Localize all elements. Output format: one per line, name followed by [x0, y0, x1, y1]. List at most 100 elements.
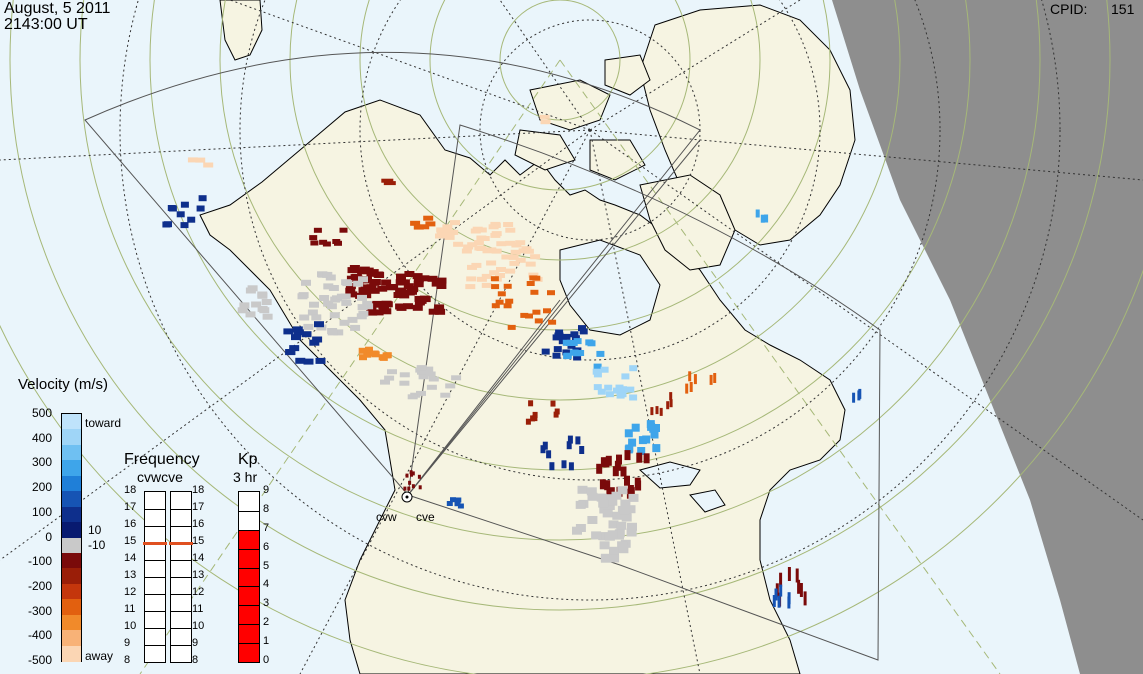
cpid-label: CPID:	[1050, 1, 1088, 17]
velocity-pixel	[404, 271, 415, 277]
velocity-pixel	[336, 293, 347, 300]
velocity-pixel	[787, 567, 791, 581]
velocity-pixel	[596, 493, 607, 502]
velocity-pixel	[534, 318, 543, 324]
velocity-pixel	[576, 350, 585, 356]
velocity-pixel	[473, 240, 484, 246]
velocity-color-step	[62, 460, 81, 477]
velocity-pixel	[445, 229, 456, 235]
velocity-pixel	[297, 293, 308, 300]
velocity-pixel	[650, 430, 659, 439]
velocity-pixel	[520, 312, 529, 318]
velocity-pixel	[627, 522, 637, 531]
velocity-pixel	[363, 267, 374, 274]
velocity-pixel	[333, 329, 344, 336]
velocity-pixel	[328, 285, 339, 291]
frequency-gridline	[145, 611, 165, 612]
velocity-pixel	[764, 214, 769, 223]
velocity-pixel	[548, 319, 557, 325]
frequency-tick-label: 10	[192, 620, 205, 632]
frequency-gridline	[145, 645, 165, 646]
velocity-pixel	[540, 120, 551, 125]
velocity-pixel	[350, 324, 361, 331]
velocity-pixel	[301, 279, 311, 286]
velocity-pixel	[616, 392, 625, 399]
landmass	[199, 0, 1041, 674]
frequency-gridline	[171, 577, 191, 578]
velocity-pixel	[476, 276, 487, 282]
velocity-pixel	[434, 304, 445, 311]
velocity-pixel	[399, 372, 410, 378]
kp-tick-label: 8	[263, 502, 270, 515]
kp-tick-label: 7	[263, 521, 270, 534]
frequency-tick-label: 16	[124, 518, 137, 530]
night-terminator	[832, 0, 1143, 674]
velocity-pixel	[413, 276, 424, 283]
frequency-gridline	[145, 509, 165, 510]
velocity-pixel	[525, 261, 536, 267]
kp-gridline	[239, 624, 259, 626]
velocity-pixel	[471, 262, 482, 268]
velocity-pixel	[363, 351, 372, 358]
velocity-pixel	[387, 369, 397, 375]
frequency-tick-label: 13	[124, 569, 137, 581]
kp-tick-label: 5	[263, 559, 270, 572]
velocity-pixel	[332, 239, 341, 244]
frequency-tick-label: 15	[192, 535, 205, 547]
velocity-pixel	[634, 477, 641, 488]
velocity-pixel	[470, 228, 481, 234]
great-lakes	[638, 461, 726, 513]
velocity-pixel	[327, 329, 338, 336]
frequency-column-cvw	[143, 491, 167, 663]
frequency-marker	[143, 541, 167, 545]
velocity-pixel	[381, 178, 394, 183]
velocity-pixel	[669, 399, 673, 408]
frequency-tick-label: 15	[124, 535, 137, 547]
velocity-pixel	[353, 280, 364, 287]
frequency-marker	[169, 541, 193, 545]
velocity-pixel	[616, 521, 627, 530]
velocity-pixel	[593, 384, 602, 391]
velocity-pixel	[563, 353, 572, 360]
velocity-pixel	[570, 331, 579, 338]
velocity-pixel	[370, 301, 380, 308]
velocity-pixel	[198, 195, 207, 202]
kp-tick-label: 0	[263, 654, 270, 666]
velocity-pixel	[380, 379, 390, 385]
frequency-tick-label: 14	[192, 552, 205, 564]
velocity-pixel	[532, 275, 541, 281]
time-label: 2143:00 UT	[4, 16, 88, 33]
velocity-pixel	[620, 499, 631, 508]
velocity-color-step	[62, 645, 81, 662]
velocity-pixel	[530, 415, 536, 422]
velocity-pixel	[567, 435, 573, 444]
kp-tick-label: 6	[263, 540, 270, 553]
velocity-pixel	[309, 235, 318, 241]
velocity-color-step	[62, 599, 81, 616]
velocity-pixel	[646, 420, 655, 429]
velocity-pixel	[299, 314, 310, 321]
velocity-pixel	[347, 291, 358, 298]
frequency-gridline	[171, 526, 191, 527]
velocity-pixel	[578, 325, 586, 332]
kp-tick-label: 3	[263, 597, 270, 610]
velocity-pixel	[396, 304, 407, 311]
velocity-pixel	[689, 382, 693, 392]
velocity-pixel	[428, 308, 439, 315]
velocity-pixel	[455, 497, 462, 503]
velocity-pixel	[659, 407, 663, 416]
kp-gridline	[239, 510, 259, 512]
velocity-pixel	[626, 386, 635, 393]
velocity-pixel	[523, 248, 534, 254]
frequency-tick-label: 9	[192, 637, 199, 649]
velocity-pixel	[579, 328, 588, 335]
frequency-tick-label: 12	[192, 586, 205, 598]
velocity-pixel	[373, 309, 384, 316]
velocity-pixel	[562, 339, 571, 346]
velocity-pixel	[600, 366, 609, 373]
velocity-pixel	[465, 284, 476, 290]
velocity-color-step	[62, 583, 81, 600]
frequency-tick-label: 11	[192, 603, 204, 615]
velocity-pixel	[532, 309, 541, 315]
